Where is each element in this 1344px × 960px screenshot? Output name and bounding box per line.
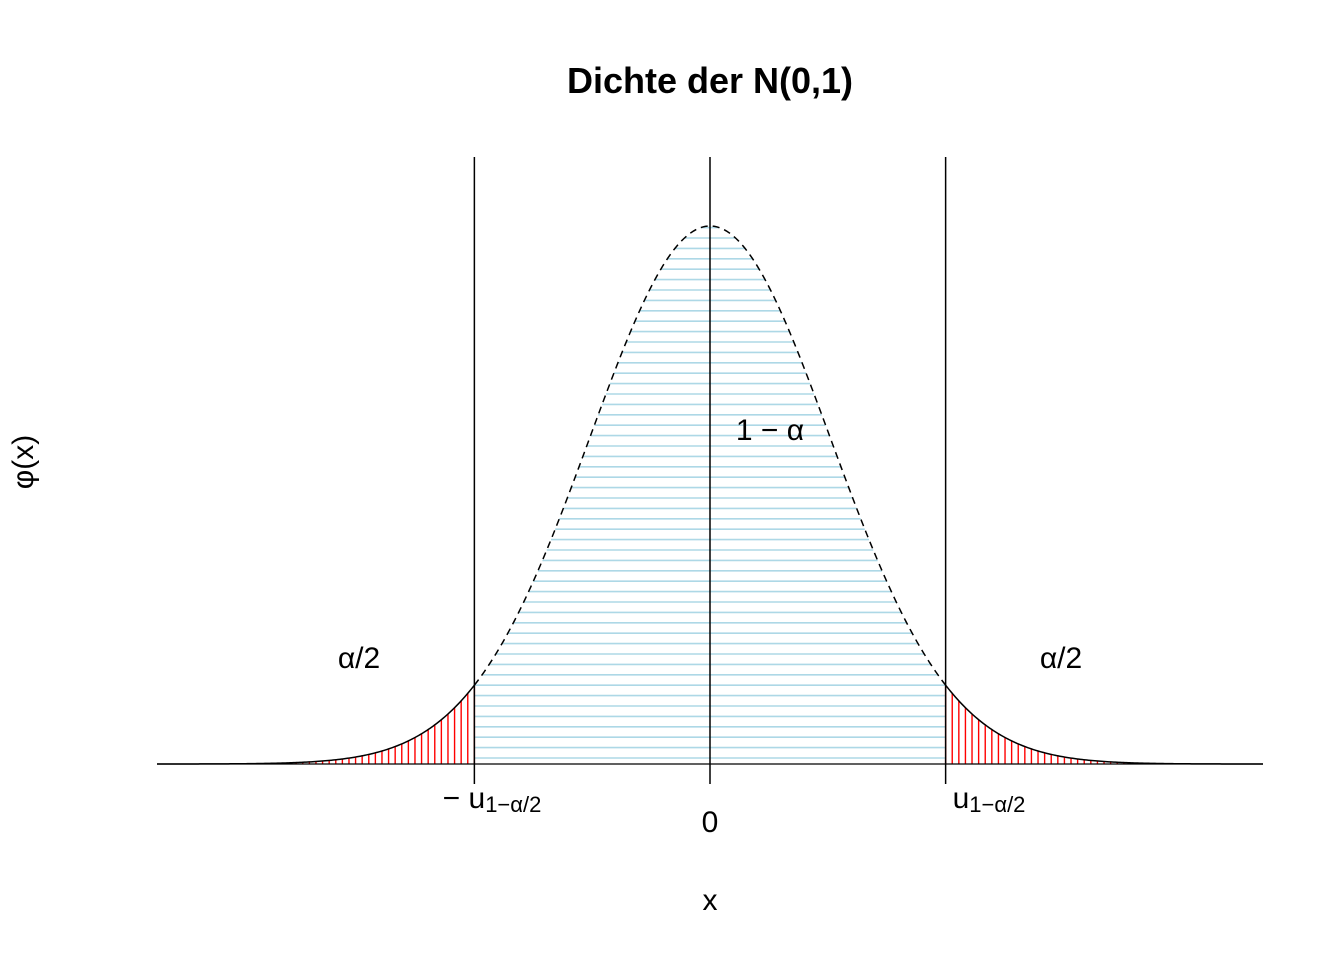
x-tick-label-neg-crit: − u1−α/2 xyxy=(443,782,542,817)
density-curve-left-tail xyxy=(157,684,475,765)
critical-value-lines xyxy=(473,157,947,764)
x-axis-ticks xyxy=(473,764,947,784)
density-curve-center xyxy=(473,225,947,686)
x-tick-label-pos-crit: u1−α/2 xyxy=(953,782,1026,817)
right-tail-label: α/2 xyxy=(1040,642,1082,675)
x-axis-label: x xyxy=(703,884,718,917)
center-region-label: 1 − α xyxy=(736,414,804,447)
density-curve-right-tail xyxy=(945,684,1263,765)
left-tail-label: α/2 xyxy=(338,642,380,675)
chart-title: Dichte der N(0,1) xyxy=(567,60,853,101)
y-axis-label: φ(x) xyxy=(7,435,40,489)
x-tick-label-zero: 0 xyxy=(702,806,719,839)
